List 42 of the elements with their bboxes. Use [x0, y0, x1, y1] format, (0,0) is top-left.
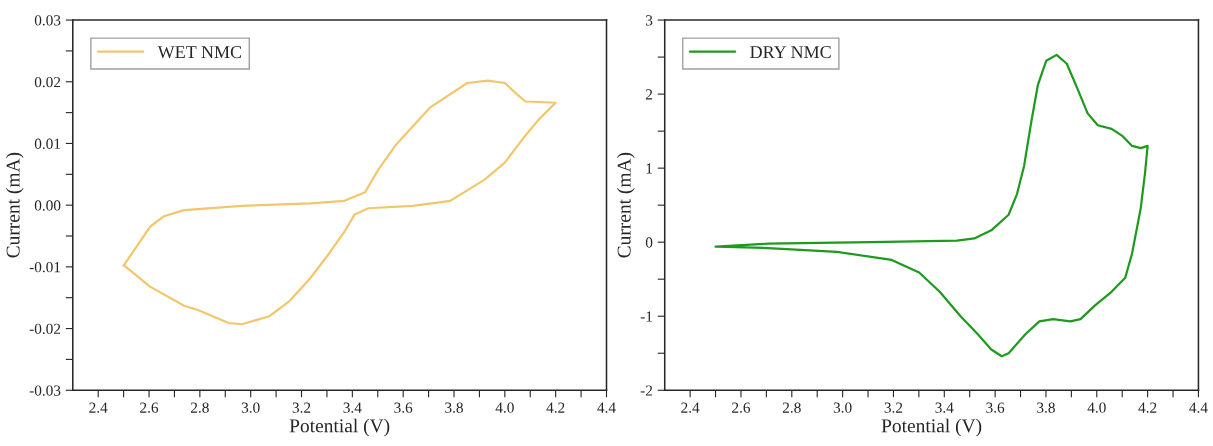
y-tick-label: 0.01	[34, 138, 61, 149]
x-tick-label: 2.8	[782, 402, 801, 413]
legend-label: WET NMC	[157, 46, 242, 59]
x-tick-label: 4.4	[1189, 402, 1208, 413]
line-series	[122, 79, 557, 326]
y-tick-label: -0.03	[29, 385, 61, 396]
x-tick-label: 4.2	[546, 402, 565, 413]
y-tick-label: 0	[645, 237, 653, 248]
x-tick-label: 3.0	[241, 402, 260, 413]
x-tick-label: 2.6	[732, 402, 751, 413]
x-tick-label: 4.0	[495, 402, 514, 413]
x-tick-label: 4.0	[1087, 402, 1106, 413]
y-tick-label: 3	[646, 15, 653, 26]
x-tick-label: 4.4	[597, 402, 616, 413]
x-tick-label: 3.6	[986, 402, 1005, 413]
x-tick-label: 3.8	[445, 402, 463, 413]
x-tick-label: 3.0	[833, 402, 852, 413]
x-tick-label: 3.4	[343, 402, 362, 413]
legend-label: DRY NMC	[750, 46, 831, 59]
y-tick-label: -0.01	[29, 262, 61, 273]
y-tick-label: 0.00	[34, 200, 61, 211]
x-tick-label: 3.8	[1037, 402, 1055, 413]
x-axis-title: Potential (V)	[881, 418, 982, 437]
x-axis-title: Potential (V)	[289, 418, 390, 437]
y-tick-label: -2	[640, 385, 653, 396]
x-tick-label: 3.2	[884, 402, 903, 413]
y-tick-label: 0.02	[34, 76, 61, 88]
x-tick-label: 3.6	[394, 402, 413, 413]
y-tick-label: -0.02	[29, 323, 61, 335]
x-tick-label: 3.4	[935, 402, 954, 413]
x-tick-label: 3.2	[292, 402, 311, 413]
x-tick-label: 2.4	[681, 402, 700, 413]
y-tick-label: -1	[640, 311, 652, 322]
x-tick-label: 4.2	[1138, 402, 1157, 413]
x-tick-label: 2.4	[89, 402, 108, 413]
y-axis-title: Current (mA)	[617, 152, 635, 258]
x-tick-label: 2.6	[140, 402, 159, 413]
x-tick-label: 2.8	[190, 402, 209, 413]
y-tick-label: 0.03	[34, 15, 61, 26]
y-tick-label: 1	[646, 163, 652, 174]
y-axis-title: Current (mA)	[5, 152, 24, 258]
y-tick-label: 2	[645, 89, 653, 100]
